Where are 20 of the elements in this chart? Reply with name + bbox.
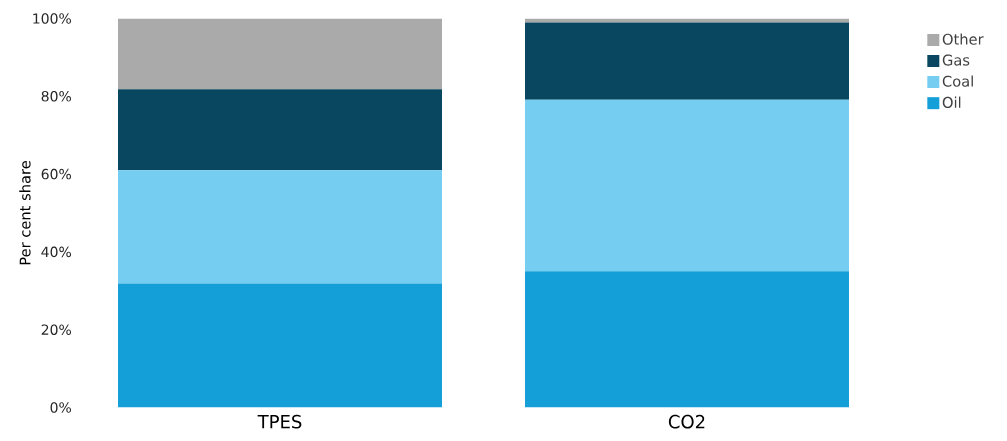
bar: [118, 170, 443, 284]
legend-label: Gas: [942, 54, 970, 66]
bar: [118, 18, 443, 90]
y-tick-label: 20%: [41, 324, 72, 335]
x-tick-label: CO2: [668, 414, 705, 429]
y-tick-label: 80%: [41, 90, 72, 102]
legend-label: Coal: [942, 75, 973, 87]
y-tick-label: 0%: [50, 402, 72, 413]
legend-label: Other: [942, 33, 984, 45]
x-tick-label: TPES: [257, 414, 302, 429]
y-axis-title: Per cent share: [19, 161, 31, 265]
bar: [525, 22, 849, 100]
y-tick-label: 40%: [41, 246, 72, 258]
bar: [118, 89, 443, 171]
y-tick-label: 60%: [41, 168, 72, 180]
legend-label: Oil: [942, 96, 961, 108]
y-tick-label: 100%: [33, 13, 72, 24]
bar: [118, 283, 443, 408]
bar: [525, 271, 849, 408]
bar: [525, 99, 849, 272]
